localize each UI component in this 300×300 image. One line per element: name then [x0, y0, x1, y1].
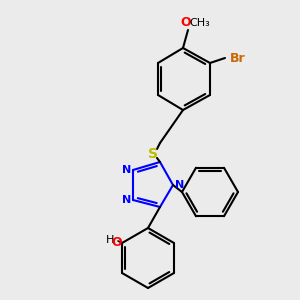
Text: S: S: [148, 147, 158, 161]
Text: N: N: [176, 180, 184, 190]
Text: O: O: [112, 236, 122, 248]
Text: N: N: [122, 165, 132, 175]
Text: CH₃: CH₃: [190, 18, 210, 28]
Text: N: N: [122, 195, 132, 205]
Text: Br: Br: [230, 52, 246, 64]
Text: H: H: [106, 235, 114, 245]
Text: O: O: [181, 16, 191, 29]
